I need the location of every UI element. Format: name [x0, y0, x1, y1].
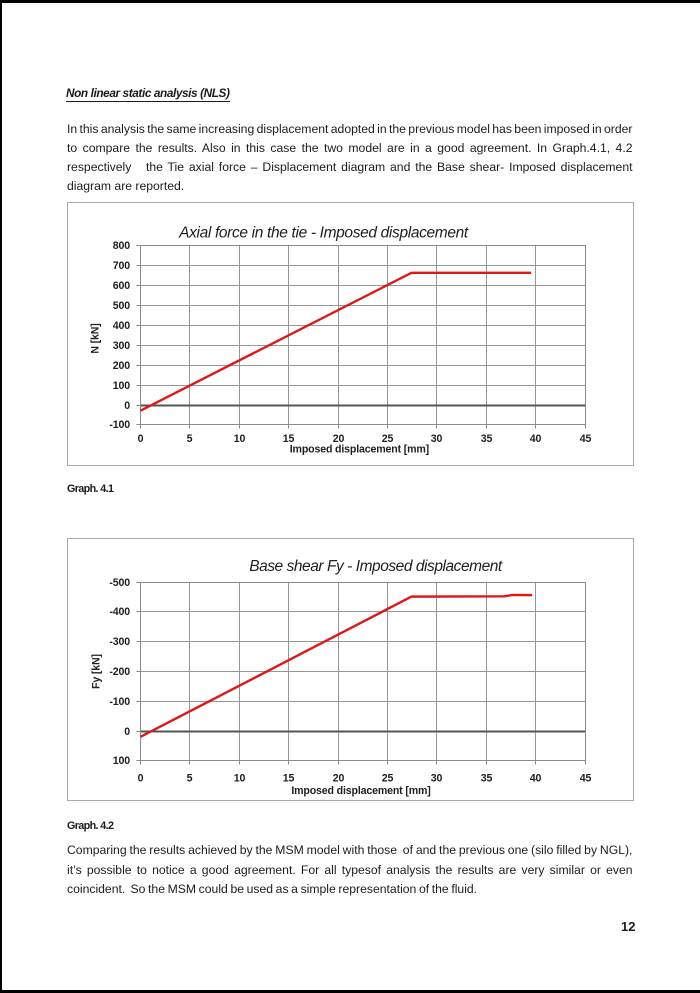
- svg-text:Imposed displacement [mm]: Imposed displacement [mm]: [291, 785, 430, 797]
- svg-text:45: 45: [580, 433, 592, 445]
- svg-text:40: 40: [530, 433, 542, 445]
- svg-text:0: 0: [124, 726, 130, 738]
- svg-text:N [kN]: N [kN]: [90, 323, 102, 353]
- svg-text:-300: -300: [109, 636, 130, 648]
- svg-text:25: 25: [382, 433, 394, 445]
- svg-text:20: 20: [333, 772, 345, 784]
- svg-text:700: 700: [113, 260, 130, 272]
- svg-text:20: 20: [333, 433, 345, 445]
- svg-text:-500: -500: [109, 577, 130, 589]
- svg-text:5: 5: [187, 433, 193, 445]
- svg-text:0: 0: [138, 433, 144, 445]
- svg-text:15: 15: [283, 772, 295, 784]
- svg-text:400: 400: [113, 320, 130, 332]
- svg-text:-100: -100: [109, 419, 130, 431]
- svg-text:15: 15: [283, 433, 295, 445]
- svg-text:45: 45: [580, 772, 592, 784]
- svg-text:300: 300: [113, 340, 130, 352]
- svg-text:Fy [kN]: Fy [kN]: [91, 654, 103, 689]
- svg-text:600: 600: [113, 280, 130, 292]
- svg-text:30: 30: [431, 433, 443, 445]
- svg-text:10: 10: [234, 433, 246, 445]
- svg-text:0: 0: [124, 400, 130, 412]
- svg-text:500: 500: [113, 300, 130, 312]
- svg-text:30: 30: [431, 772, 443, 784]
- svg-text:40: 40: [530, 772, 542, 784]
- svg-text:-400: -400: [109, 606, 130, 618]
- svg-text:Imposed displacement [mm]: Imposed displacement [mm]: [290, 443, 429, 455]
- svg-text:Base shear Fy - Imposed displa: Base shear Fy - Imposed displacement: [249, 558, 503, 575]
- svg-text:100: 100: [113, 755, 130, 767]
- svg-text:-200: -200: [109, 666, 130, 678]
- svg-text:25: 25: [382, 772, 394, 784]
- svg-text:Axial force in the tie - Impos: Axial force in the tie - Imposed displac…: [178, 224, 469, 241]
- svg-text:200: 200: [113, 360, 130, 372]
- svg-text:0: 0: [138, 772, 144, 784]
- svg-text:100: 100: [113, 380, 130, 392]
- svg-text:800: 800: [113, 240, 130, 252]
- svg-text:35: 35: [481, 433, 493, 445]
- svg-text:35: 35: [481, 772, 493, 784]
- svg-text:-100: -100: [109, 696, 130, 708]
- svg-text:10: 10: [234, 772, 246, 784]
- svg-text:5: 5: [187, 772, 193, 784]
